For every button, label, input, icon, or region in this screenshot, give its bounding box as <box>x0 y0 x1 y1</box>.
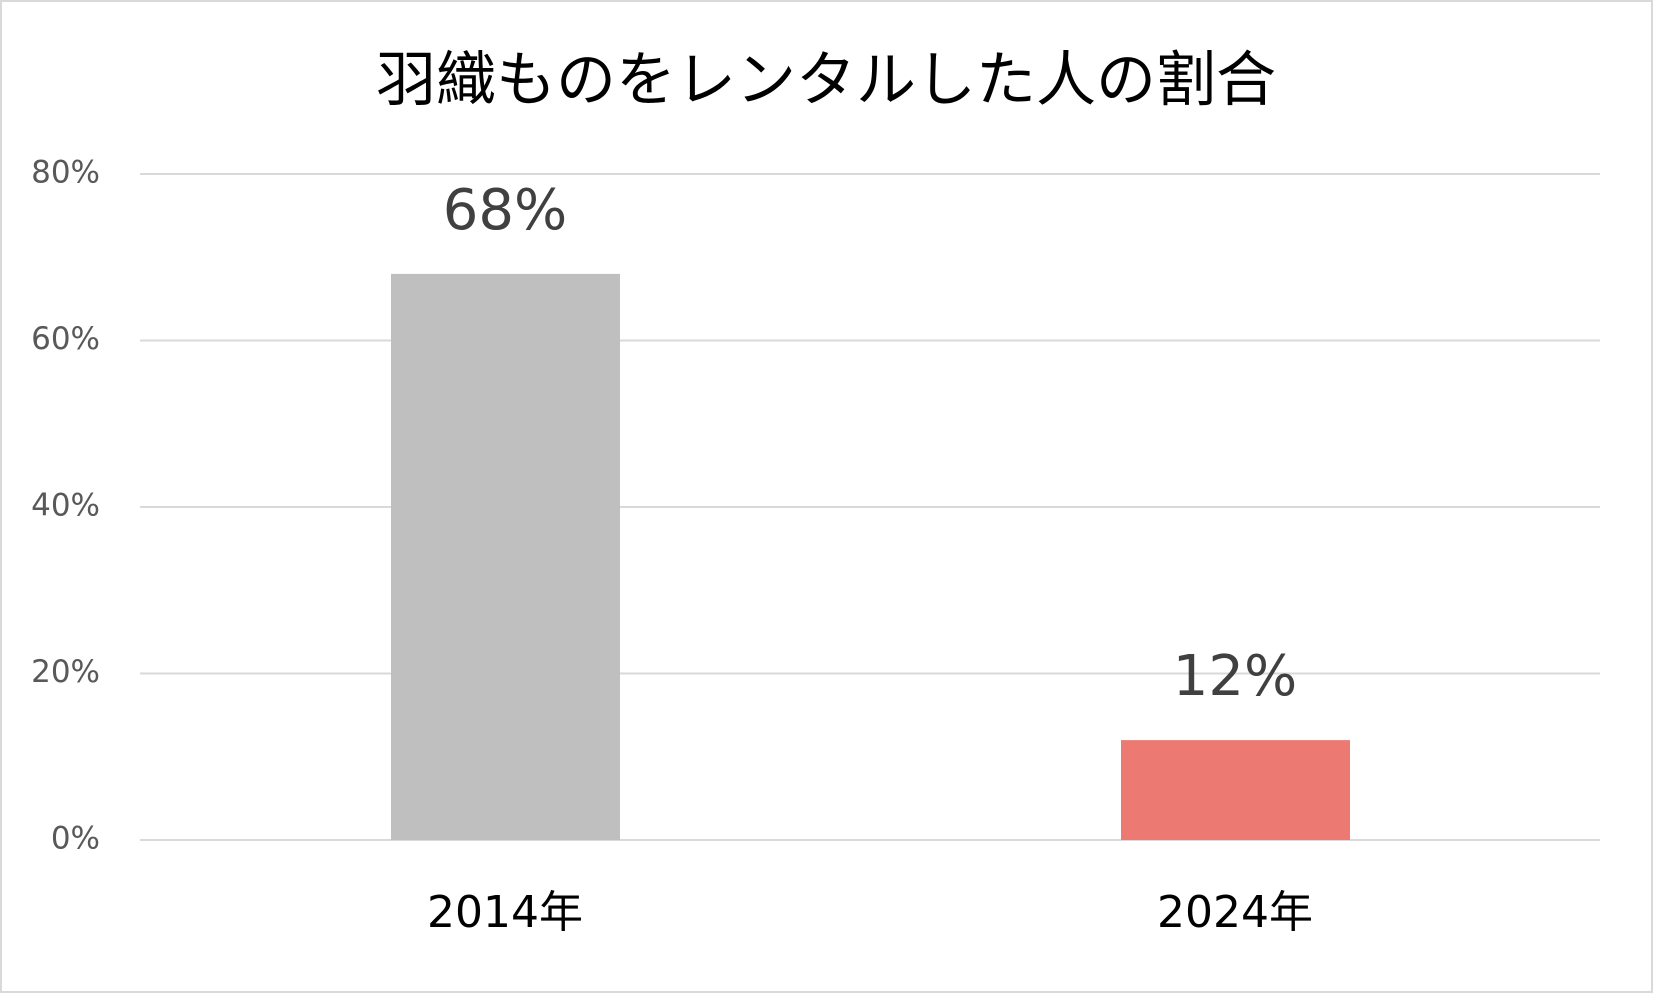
x-tick-label: 2014年 <box>427 887 583 938</box>
y-tick-label: 20% <box>31 654 100 690</box>
value-label: 12% <box>1173 644 1297 709</box>
y-tick-label: 0% <box>51 821 100 857</box>
x-tick-label: 2024年 <box>1157 887 1313 938</box>
bar <box>1121 740 1350 840</box>
y-tick-label: 60% <box>31 321 100 357</box>
y-tick-label: 40% <box>31 488 100 524</box>
bar <box>391 273 620 840</box>
value-label: 68% <box>443 178 567 243</box>
chart-title: 羽織ものをレンタルした人の割合 <box>376 46 1276 116</box>
y-tick-label: 80% <box>31 155 100 191</box>
